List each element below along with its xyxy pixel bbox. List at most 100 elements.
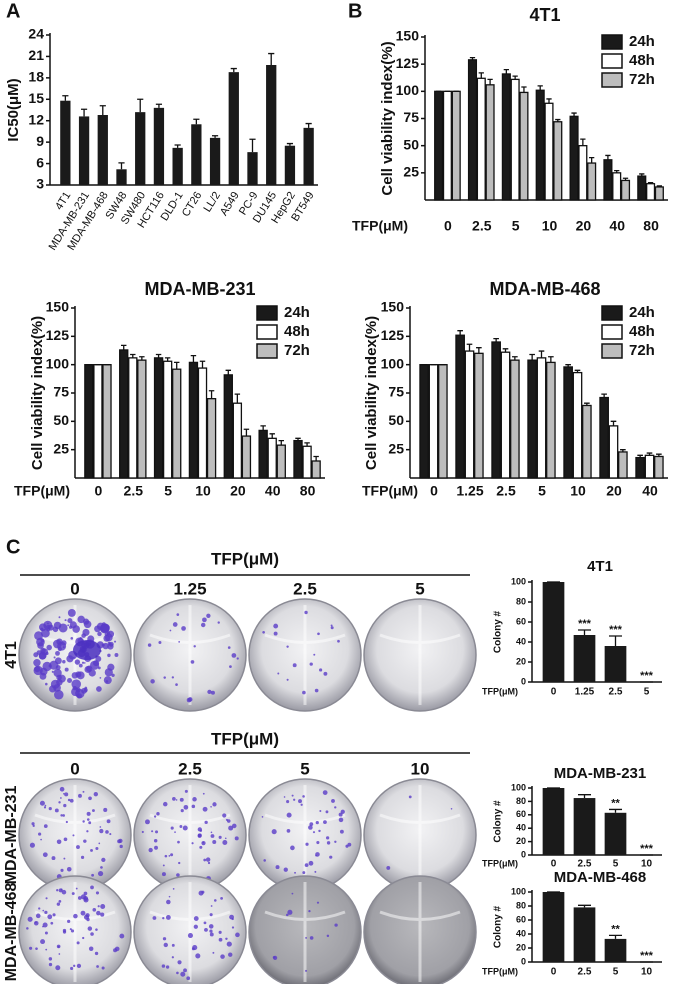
y-tick-label: 15: [28, 90, 44, 106]
colony: [63, 837, 68, 842]
y-tick-label: 50: [403, 136, 419, 152]
colony: [65, 820, 68, 824]
colony: [113, 948, 118, 953]
error-bar: [269, 433, 275, 439]
bar: [284, 145, 296, 185]
colony: [62, 646, 65, 649]
colony: [29, 946, 33, 950]
bar: [197, 367, 208, 479]
legend-label: 72h: [629, 71, 655, 88]
y-tick-label: 0: [521, 956, 526, 966]
colony: [97, 631, 102, 637]
error-bar: [304, 442, 310, 447]
colony: [102, 642, 109, 650]
colony: [175, 799, 178, 801]
colony: [86, 830, 89, 833]
colony: [226, 819, 231, 823]
colony: [286, 812, 292, 818]
colony: [204, 927, 208, 932]
colony: [273, 955, 278, 960]
colony: [88, 821, 92, 825]
colony: [199, 845, 203, 849]
x-tick-label: 80: [300, 483, 316, 499]
colony: [64, 792, 69, 797]
colony: [75, 688, 85, 699]
colony: [53, 621, 62, 630]
error-bar: [647, 181, 654, 184]
colony: [338, 817, 344, 823]
error-bar: [295, 437, 301, 441]
bar: [116, 169, 127, 185]
y-tick-label: 24: [28, 26, 44, 42]
photo-header: TFP(μM): [211, 729, 279, 748]
colony: [48, 957, 53, 961]
colony: [42, 922, 48, 928]
error-bar: [62, 95, 69, 101]
colony: [152, 916, 157, 920]
colony: [36, 650, 42, 655]
colony: [179, 797, 184, 802]
x-axis-label: TFP(μM): [482, 966, 518, 976]
error-bar: [656, 453, 662, 457]
colony: [39, 800, 45, 806]
colony: [100, 866, 103, 869]
bar: [209, 137, 221, 185]
colony: [261, 816, 264, 818]
colony: [228, 825, 234, 831]
colony: [46, 624, 51, 629]
colony: [97, 870, 104, 877]
error-bar: [577, 904, 592, 908]
colony: [29, 842, 35, 848]
colony: [315, 820, 319, 825]
error-bar: [487, 78, 493, 85]
colony: [169, 629, 172, 632]
colony: [179, 825, 183, 828]
colony: [225, 937, 228, 941]
colony: [337, 639, 340, 643]
bar: [266, 65, 277, 185]
y-tick-label: 60: [516, 914, 526, 924]
bar: [582, 404, 592, 479]
panel-label: B: [348, 0, 362, 22]
legend-swatch: [256, 343, 278, 359]
colony: [202, 617, 207, 623]
colony: [66, 655, 74, 663]
y-tick-label: 60: [516, 616, 526, 626]
x-tick-label: 0: [551, 687, 557, 698]
error-bar: [208, 390, 215, 399]
y-axis-label: Colony #: [493, 800, 504, 843]
colony: [80, 855, 85, 859]
colony: [227, 646, 231, 649]
colony: [217, 621, 220, 624]
colony: [168, 855, 171, 857]
colony: [202, 841, 205, 844]
x-tick-label: 5: [164, 483, 172, 499]
y-tick-label: 100: [511, 782, 526, 792]
colony: [191, 804, 196, 809]
bar: [93, 364, 103, 479]
y-axis-label: Cell viability index(%): [363, 316, 380, 470]
error-bar: [155, 353, 162, 358]
colony: [54, 689, 64, 700]
bar: [276, 444, 286, 479]
y-tick-label: 0: [521, 676, 526, 686]
y-tick-label: 125: [381, 327, 405, 343]
colony: [212, 840, 217, 845]
colony: [339, 829, 344, 834]
colony: [64, 619, 67, 622]
colony: [43, 824, 48, 829]
colony: [69, 798, 74, 803]
colony: [95, 655, 102, 662]
x-tick-label: 5: [613, 967, 619, 978]
colony: [145, 819, 150, 825]
colony: [340, 809, 345, 814]
bar: [578, 145, 588, 201]
bar: [419, 364, 429, 479]
y-tick-label: 0: [521, 849, 526, 859]
colony: [71, 679, 82, 689]
bar: [542, 788, 565, 855]
bar: [604, 646, 627, 682]
colony: [100, 912, 105, 917]
colony: [86, 818, 90, 821]
colony: [283, 867, 288, 872]
